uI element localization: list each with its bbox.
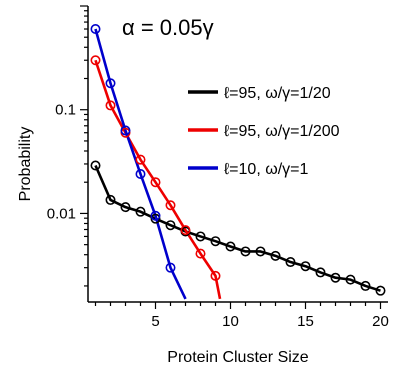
series-line-1 — [94, 164, 381, 292]
series-line-3 — [94, 28, 187, 300]
data-point — [180, 225, 191, 236]
data-point — [90, 24, 101, 35]
x-tick-label: 20 — [372, 313, 389, 330]
x-tick-label: 5 — [151, 313, 159, 330]
data-point — [210, 270, 221, 281]
data-point — [165, 262, 176, 273]
data-point — [165, 200, 176, 211]
data-point — [90, 160, 101, 171]
data-point — [195, 248, 206, 259]
data-point — [225, 241, 236, 252]
data-point — [120, 202, 131, 213]
data-point — [165, 220, 176, 231]
y-axis-label: Probability — [17, 127, 34, 202]
data-point — [315, 267, 326, 278]
legend-label-3: ℓ=10, ω/γ=1 — [224, 161, 308, 178]
data-point — [300, 261, 311, 272]
data-point — [90, 55, 101, 66]
data-point — [135, 154, 146, 165]
data-point — [240, 246, 251, 257]
legend-label-1: ℓ=95, ω/γ=1/20 — [224, 85, 331, 102]
data-point — [195, 231, 206, 242]
x-tick-label: 10 — [222, 313, 239, 330]
series-points — [90, 24, 386, 296]
data-point — [255, 246, 266, 257]
data-point — [285, 257, 296, 268]
data-point — [120, 125, 131, 136]
data-point — [135, 206, 146, 217]
x-tick-label: 15 — [297, 313, 314, 330]
series-lines — [94, 28, 381, 300]
data-point — [345, 274, 356, 285]
data-point — [135, 169, 146, 180]
data-point — [105, 194, 116, 205]
y-tick-label: 0.01 — [47, 205, 76, 222]
data-point — [210, 236, 221, 247]
data-point — [105, 78, 116, 89]
x-axis-label: Protein Cluster Size — [167, 349, 308, 366]
data-point — [150, 177, 161, 188]
legend: ℓ=95, ω/γ=1/20 ℓ=95, ω/γ=1/200 ℓ=10, ω/γ=1 — [188, 85, 340, 178]
data-point — [270, 250, 281, 261]
data-point — [105, 100, 116, 111]
data-point — [330, 272, 341, 283]
y-tick-label: 0.1 — [55, 102, 76, 119]
legend-label-2: ℓ=95, ω/γ=1/200 — [224, 123, 340, 140]
axes: 5 10 15 20 0.01 0.1 — [47, 5, 389, 330]
data-point — [150, 213, 161, 224]
data-point — [375, 285, 386, 296]
data-point — [360, 280, 371, 291]
series-line-2 — [94, 59, 222, 300]
alpha-annotation: α = 0.05γ — [122, 15, 214, 40]
data-point — [150, 210, 161, 221]
